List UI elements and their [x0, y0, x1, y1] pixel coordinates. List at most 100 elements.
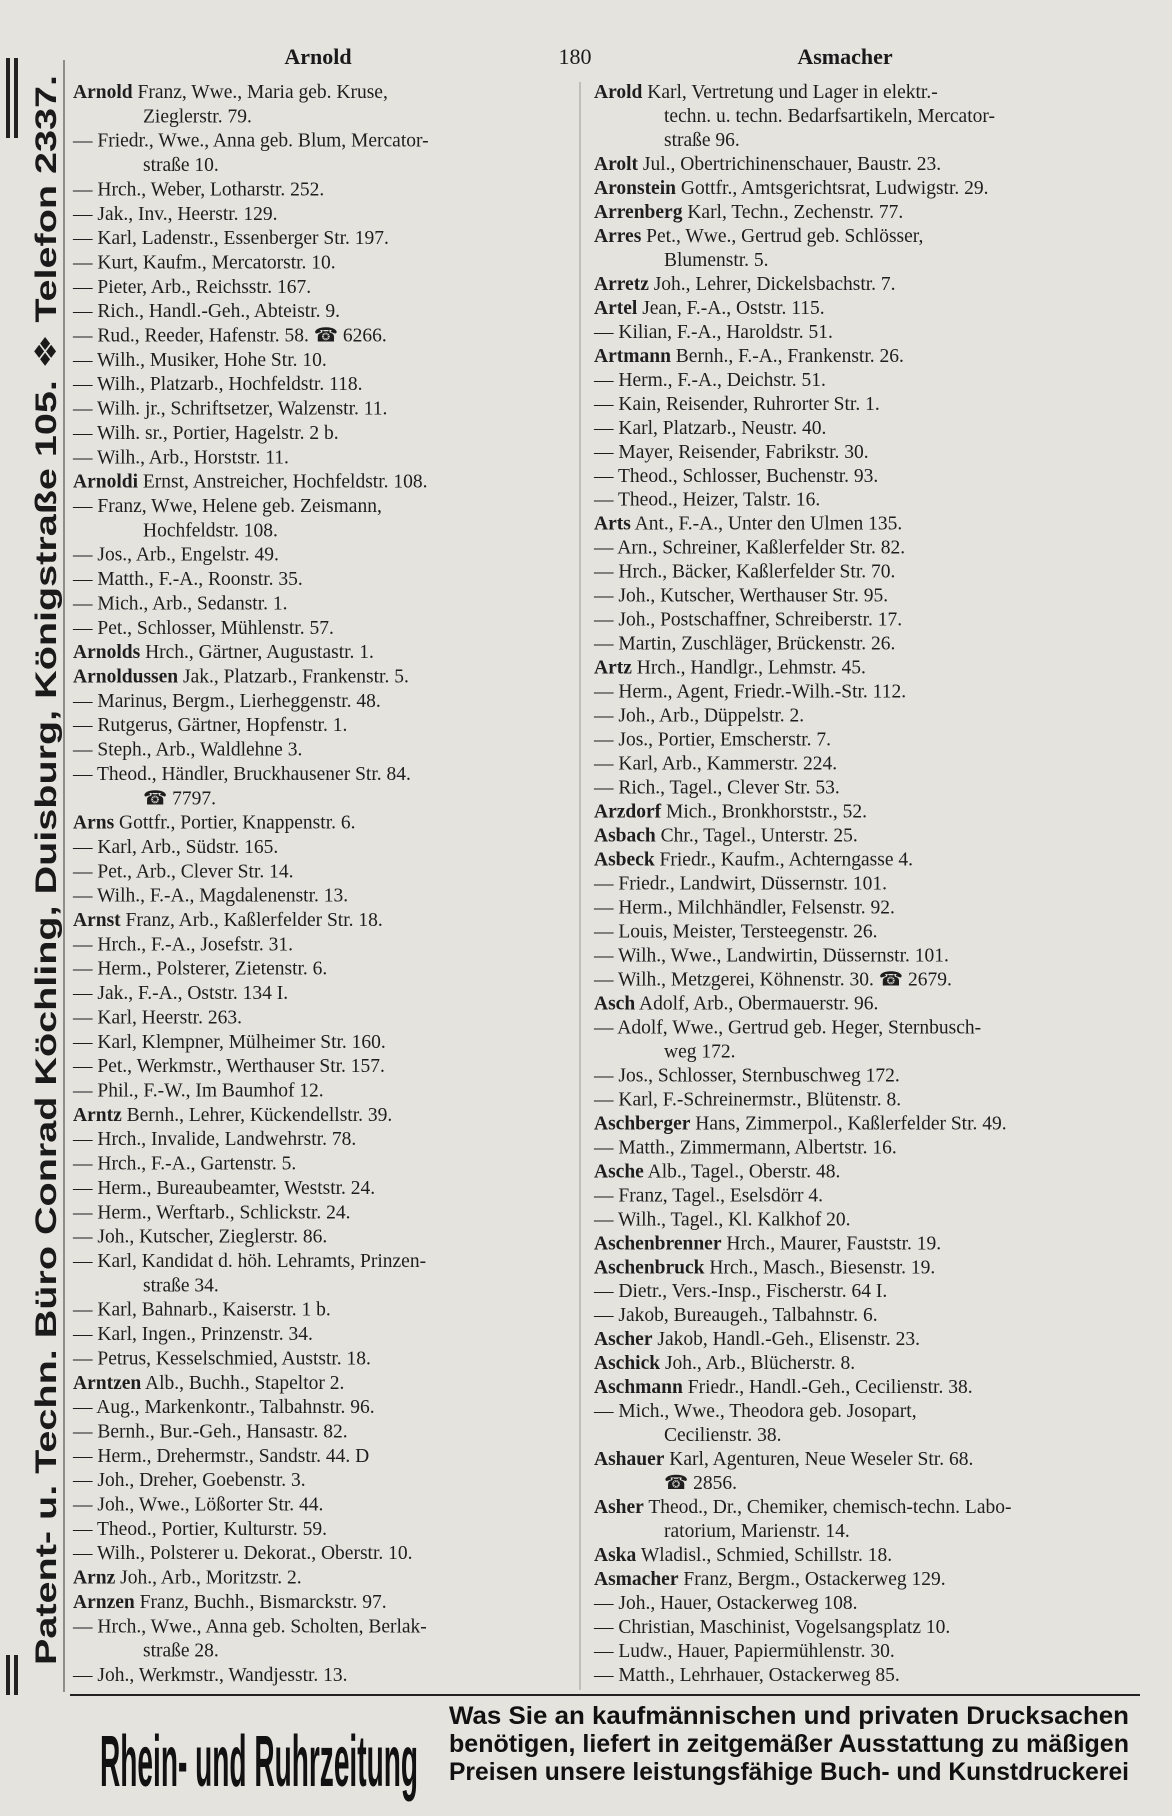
- entry-name: Arzdorf: [594, 802, 662, 823]
- entry-line: — Wilh., Polsterer u. Dekorat., Oberstr.…: [72, 1543, 413, 1564]
- entry-name: Asch: [594, 993, 635, 1014]
- entry-line: — Karl, Arb., Kammerstr. 224.: [593, 754, 837, 775]
- entry-text: Karl, Vertretung und Lager in elektr.-: [647, 82, 937, 103]
- entry-line: — Matth., F.-A., Roonstr. 35.: [72, 569, 303, 590]
- entry-line: Aronstein Gottfr., Amtsgerichtsrat, Ludw…: [594, 178, 989, 199]
- entry-line: straße 34.: [143, 1275, 219, 1296]
- entry-line: — Karl, Ladenstr., Essenberger Str. 197.: [72, 228, 389, 249]
- entry-line: Arzdorf Mich., Bronkhorststr., 52.: [594, 802, 867, 823]
- entry-text: Franz, Buchh., Bismarckstr. 97.: [140, 1592, 387, 1613]
- entry-line: — Friedr., Landwirt, Düssernstr. 101.: [593, 874, 887, 895]
- entry-name: Aschenbruck: [594, 1257, 705, 1278]
- entry-line: — Joh., Wwe., Lößorter Str. 44.: [72, 1495, 323, 1516]
- entry-line: — Hrch., Weber, Lotharstr. 252.: [72, 179, 324, 200]
- entry-line: Artmann Bernh., F.-A., Frankenstr. 26.: [594, 346, 904, 367]
- entry-line: — Theod., Schlosser, Buchenstr. 93.: [593, 466, 878, 487]
- entry-line: Arnz Joh., Arb., Moritzstr. 2.: [73, 1568, 302, 1589]
- entry-name: Asmacher: [594, 1569, 679, 1590]
- entry-line: — Joh., Arb., Düppelstr. 2.: [593, 706, 804, 727]
- entry-text: Jul., Obertrichinenschauer, Baustr. 23.: [643, 154, 941, 175]
- entry-name: Arnold: [73, 82, 133, 103]
- entry-text: Karl, Agenturen, Neue Weseler Str. 68.: [669, 1449, 973, 1470]
- entry-text: Jakob, Handl.-Geh., Elisenstr. 23.: [657, 1329, 920, 1350]
- entry-name: Arrenberg: [594, 202, 683, 223]
- entry-line: — Kain, Reisender, Ruhrorter Str. 1.: [593, 394, 880, 415]
- entry-line: — Wilh., Metzgerei, Köhnenstr. 30. ☎ 267…: [593, 969, 952, 990]
- entry-name: Arold: [594, 82, 643, 103]
- entry-line: Arretz Joh., Lehrer, Dickelsbachstr. 7.: [594, 274, 896, 295]
- header-left: Arnold: [284, 44, 351, 69]
- entry-line: — Matth., Lehrhauer, Ostackerweg 85.: [593, 1665, 900, 1686]
- entry-text: Karl, Techn., Zechenstr. 77.: [687, 202, 903, 223]
- entry-line: — Herm., Drehermstr., Sandstr. 44. D: [72, 1446, 369, 1467]
- entry-line: — Friedr., Wwe., Anna geb. Blum, Mercato…: [72, 131, 429, 152]
- entry-line: ☎ 7797.: [143, 788, 216, 809]
- entry-name: Arnz: [73, 1568, 116, 1589]
- entry-line: — Karl, Heerstr. 263.: [72, 1007, 242, 1028]
- entry-line: Arolt Jul., Obertrichinenschauer, Baustr…: [594, 154, 941, 175]
- entry-line: Artel Jean, F.-A., Oststr. 115.: [594, 298, 825, 319]
- entry-line: — Wilh., Musiker, Hohe Str. 10.: [72, 350, 327, 371]
- entry-text: Adolf, Arb., Obermauerstr. 96.: [639, 993, 878, 1014]
- entry-line: Arns Gottfr., Portier, Knappenstr. 6.: [73, 813, 355, 834]
- entry-name: Aronstein: [594, 178, 676, 199]
- entry-text: Joh., Arb., Blücherstr. 8.: [665, 1353, 855, 1374]
- header-right: Asmacher: [797, 44, 893, 69]
- entry-line: — Kilian, F.-A., Haroldstr. 51.: [593, 322, 833, 343]
- entry-line: — Jos., Portier, Emscherstr. 7.: [593, 730, 831, 751]
- entry-text: Theod., Dr., Chemiker, chemisch-techn. L…: [648, 1497, 1011, 1518]
- entry-line: — Jos., Arb., Engelstr. 49.: [72, 545, 279, 566]
- entry-line: Hochfeldstr. 108.: [143, 520, 278, 541]
- side-bar: [14, 1655, 18, 1695]
- entry-line: — Joh., Dreher, Goebenstr. 3.: [72, 1470, 306, 1491]
- entry-line: — Wilh. jr., Schriftsetzer, Walzenstr. 1…: [72, 399, 387, 420]
- entry-name: Arns: [73, 813, 115, 834]
- entry-name: Aschenbrenner: [594, 1233, 722, 1254]
- entry-line: — Karl, Ingen., Prinzenstr. 34.: [72, 1324, 313, 1345]
- entry-line: — Bernh., Bur.-Geh., Hansastr. 82.: [72, 1421, 348, 1442]
- entry-name: Aska: [594, 1545, 637, 1566]
- entry-line: — Wilh., Arb., Horststr. 11.: [72, 447, 289, 468]
- entry-line: — Pet., Arb., Clever Str. 14.: [72, 861, 293, 882]
- entry-name: Aschick: [594, 1353, 660, 1374]
- entry-line: Asmacher Franz, Bergm., Ostackerweg 129.: [594, 1569, 946, 1590]
- entry-line: — Joh., Postschaffner, Schreiberstr. 17.: [593, 610, 902, 631]
- entry-text: Friedr., Kaufm., Achterngasse 4.: [660, 850, 913, 871]
- entry-name: Arts: [594, 514, 631, 535]
- column-right: Arold Karl, Vertretung und Lager in elek…: [593, 82, 1011, 1686]
- entry-text: Joh., Lehrer, Dickelsbachstr. 7.: [654, 274, 896, 295]
- entry-name: Asher: [594, 1497, 644, 1518]
- entry-line: — Arn., Schreiner, Kaßlerfelder Str. 82.: [593, 538, 905, 559]
- entry-line: Arnolds Hrch., Gärtner, Augustastr. 1.: [73, 642, 374, 663]
- entry-line: — Herm., Polsterer, Zietenstr. 6.: [72, 959, 327, 980]
- entry-line: Arrenberg Karl, Techn., Zechenstr. 77.: [594, 202, 903, 223]
- entry-line: ☎ 2856.: [664, 1473, 737, 1494]
- entry-line: — Rich., Handl.-Geh., Abteistr. 9.: [72, 301, 340, 322]
- entry-name: Aschmann: [594, 1377, 683, 1398]
- entry-text: Franz, Arb., Kaßlerfelder Str. 18.: [126, 910, 383, 931]
- entry-line: Ashauer Karl, Agenturen, Neue Weseler St…: [594, 1449, 973, 1470]
- entry-line: Asbeck Friedr., Kaufm., Achterngasse 4.: [594, 850, 913, 871]
- entry-line: — Theod., Händler, Bruckhausener Str. 84…: [72, 764, 411, 785]
- entry-line: Asch Adolf, Arb., Obermauerstr. 96.: [594, 993, 878, 1014]
- entry-line: Arres Pet., Wwe., Gertrud geb. Schlösser…: [594, 226, 923, 247]
- entry-text: Ant., F.-A., Unter den Ulmen 135.: [635, 514, 903, 535]
- entry-line: — Hrch., Invalide, Landwehrstr. 78.: [72, 1129, 356, 1150]
- entry-line: — Theod., Heizer, Talstr. 16.: [593, 490, 820, 511]
- entry-line: — Wilh. sr., Portier, Hagelstr. 2 b.: [72, 423, 339, 444]
- entry-line: Arnoldussen Jak., Platzarb., Frankenstr.…: [73, 666, 409, 687]
- side-bar: [6, 58, 10, 138]
- sidebar-text: Patent- u. Techn. Büro Conrad Köchling, …: [30, 75, 63, 1665]
- entry-line: techn. u. techn. Bedarfsartikeln, Mercat…: [664, 106, 995, 127]
- entry-line: — Herm., Bureaubeamter, Weststr. 24.: [72, 1178, 375, 1199]
- entry-name: Arretz: [594, 274, 649, 295]
- entry-text: Bernh., Lehrer, Kückendellstr. 39.: [127, 1105, 393, 1126]
- entry-line: Aschenbrenner Hrch., Maurer, Fauststr. 1…: [594, 1233, 941, 1254]
- entry-line: — Wilh., F.-A., Magdalenenstr. 13.: [72, 886, 348, 907]
- entry-line: — Herm., F.-A., Deichstr. 51.: [593, 370, 826, 391]
- entry-text: Friedr., Handl.-Geh., Cecilienstr. 38.: [688, 1377, 973, 1398]
- entry-text: Joh., Arb., Moritzstr. 2.: [120, 1568, 301, 1589]
- entry-line: Arold Karl, Vertretung und Lager in elek…: [594, 82, 938, 103]
- entry-line: — Franz, Wwe, Helene geb. Zeismann,: [72, 496, 382, 517]
